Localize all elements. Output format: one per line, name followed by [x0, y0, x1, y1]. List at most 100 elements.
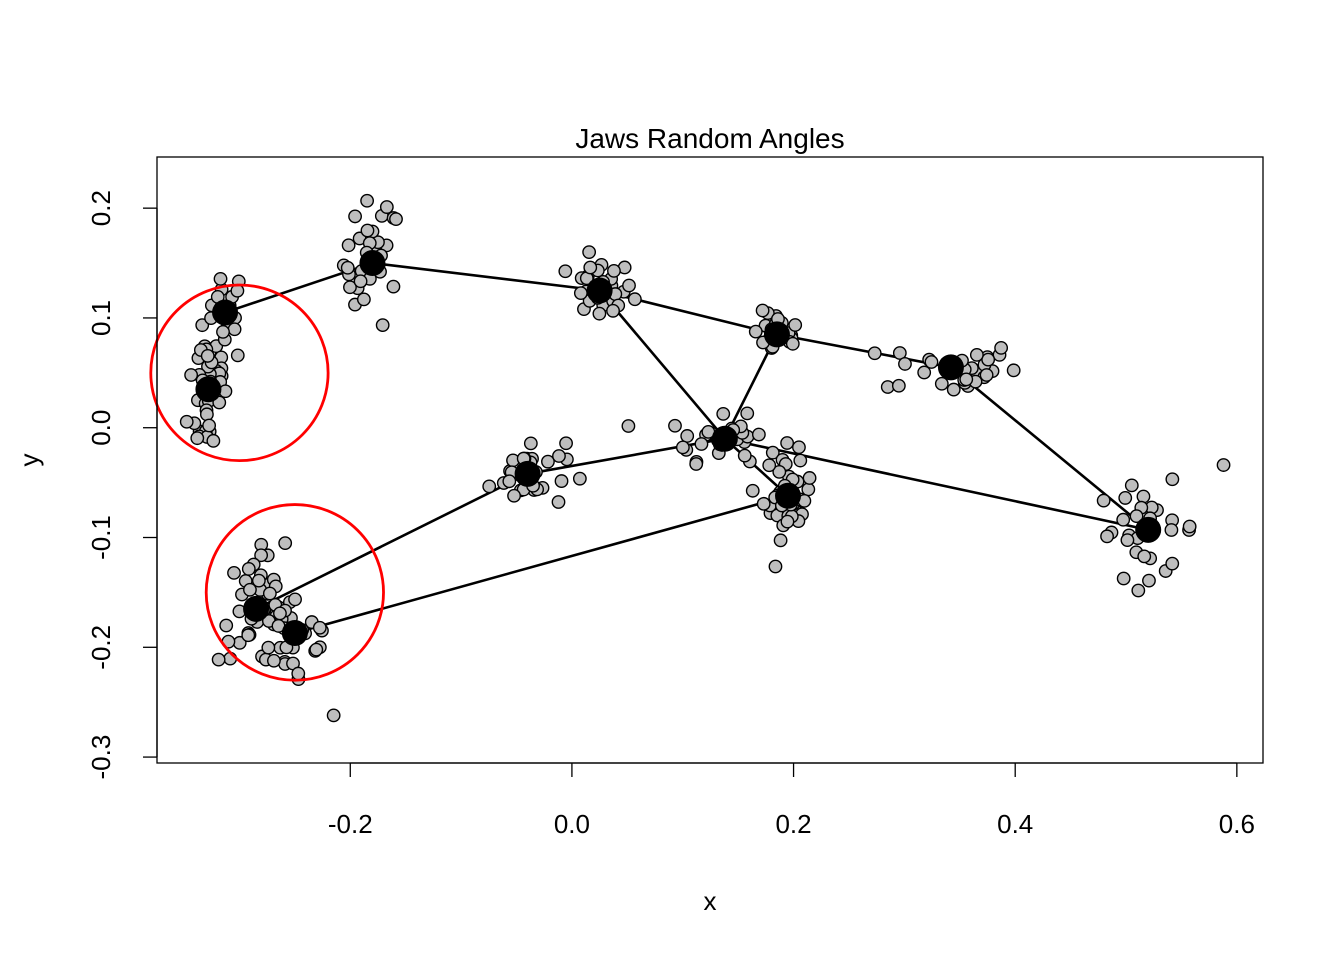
mean-point	[281, 620, 308, 647]
link-line	[724, 437, 1149, 532]
data-point	[288, 592, 302, 607]
data-point	[592, 306, 607, 321]
data-point	[773, 533, 788, 548]
data-point	[740, 406, 755, 421]
data-point	[216, 324, 230, 339]
data-point	[573, 286, 588, 301]
mean-point	[195, 376, 222, 403]
data-point	[243, 582, 257, 597]
mean-points	[195, 250, 1162, 647]
data-point	[200, 349, 215, 363]
highlight-circle	[149, 283, 330, 463]
data-point	[762, 458, 777, 473]
data-point	[979, 368, 994, 382]
data-point	[892, 346, 907, 360]
data-point	[326, 708, 341, 723]
data-point	[946, 382, 961, 397]
data-point	[694, 437, 709, 451]
link-line	[950, 366, 1150, 531]
link-line	[255, 472, 529, 611]
x-axis: -0.2 0.0 0.2 0.4 0.6	[328, 762, 1255, 839]
data-point	[1116, 512, 1131, 527]
mean-point	[711, 425, 738, 452]
data-point	[1006, 363, 1021, 378]
data-point	[227, 322, 242, 337]
data-point	[1096, 493, 1111, 508]
data-point	[772, 464, 787, 479]
data-point	[195, 318, 210, 333]
data-point	[541, 454, 555, 469]
link-line	[527, 437, 726, 476]
mean-point	[514, 460, 541, 487]
data-point	[675, 440, 690, 455]
data-point	[802, 471, 817, 485]
data-point	[241, 628, 256, 643]
data-point	[360, 223, 375, 238]
data-point	[1164, 523, 1179, 537]
data-point	[917, 365, 932, 380]
data-point	[788, 318, 803, 332]
mean-point	[937, 354, 964, 381]
data-point	[1100, 529, 1114, 544]
data-point	[184, 368, 199, 382]
data-point	[254, 548, 269, 563]
data-point	[551, 495, 566, 509]
data-point	[793, 453, 808, 468]
data-point	[959, 372, 974, 387]
highlight-circle	[204, 503, 385, 682]
link-line	[294, 494, 789, 635]
data-point	[1131, 583, 1146, 598]
data-point	[1142, 573, 1156, 588]
mean-point	[212, 299, 239, 326]
y-tick-label: -0.1	[86, 515, 116, 560]
mean-point	[763, 321, 790, 348]
data-point	[1165, 472, 1180, 487]
data-point	[1118, 491, 1133, 505]
data-point	[341, 238, 356, 253]
data-point	[792, 440, 806, 455]
data-point	[582, 245, 597, 259]
data-point	[606, 303, 620, 318]
data-point	[898, 357, 912, 371]
x-axis-label: x	[704, 886, 717, 916]
y-axis-label: y	[14, 454, 44, 467]
x-tick-label: 0.2	[775, 809, 811, 839]
y-tick-label: 0.1	[86, 300, 116, 336]
data-point	[607, 263, 621, 278]
data-point	[343, 280, 357, 295]
data-point	[375, 318, 390, 333]
data-point	[554, 474, 569, 488]
data-point	[211, 652, 226, 667]
data-point	[716, 406, 731, 421]
data-point	[482, 479, 497, 494]
data-point	[622, 278, 636, 293]
data-point	[278, 536, 293, 551]
data-point	[668, 418, 682, 433]
x-tick-label: -0.2	[328, 809, 373, 839]
mean-point	[586, 277, 613, 304]
mean-point	[243, 595, 270, 622]
data-point	[261, 640, 276, 655]
data-point	[348, 209, 362, 224]
data-point	[219, 618, 234, 633]
x-tick-label: 0.6	[1219, 809, 1255, 839]
x-tick-label: 0.4	[997, 809, 1033, 839]
data-point	[934, 376, 949, 391]
data-point	[981, 352, 996, 367]
data-point	[389, 212, 403, 227]
data-point	[230, 348, 245, 363]
data-point	[785, 336, 800, 351]
data-point	[190, 431, 205, 446]
data-point	[751, 427, 766, 442]
data-point	[969, 347, 984, 362]
data-point	[507, 488, 521, 503]
data-point	[755, 303, 770, 318]
data-point	[199, 407, 214, 422]
data-point	[559, 436, 573, 451]
y-tick-label: -0.3	[86, 735, 116, 780]
data-point	[765, 445, 780, 460]
data-point	[994, 340, 1009, 355]
data-point	[552, 449, 566, 463]
